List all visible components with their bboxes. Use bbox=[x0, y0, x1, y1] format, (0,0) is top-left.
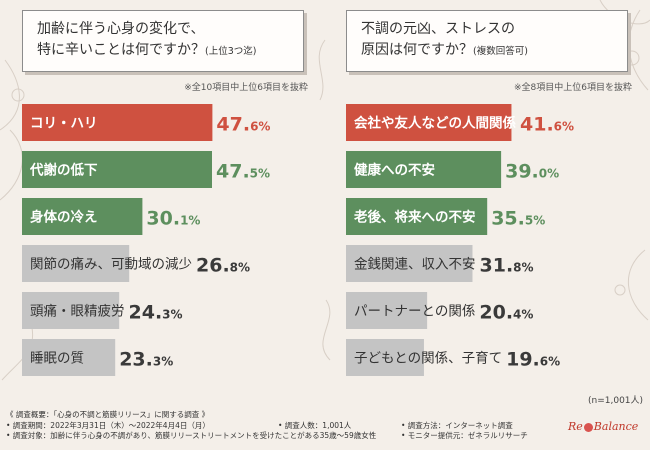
right-bar-2 bbox=[346, 151, 502, 188]
left-bar-1 bbox=[22, 104, 213, 141]
right-value-label-5: 20.4% bbox=[479, 302, 533, 324]
left-panel: 加齢に伴う心身の変化で、 特に辛いことは何ですか？(上位3つ迄) ※全10項目中… bbox=[22, 10, 322, 400]
right-value-label-4: 31.8% bbox=[480, 255, 534, 277]
right-bar-6 bbox=[346, 339, 424, 376]
right-question-box: 不調の元凶、ストレスの 原因は何ですか？(複数回答可) bbox=[346, 10, 628, 72]
left-bar-label-3: 身体の冷え bbox=[30, 209, 98, 226]
right-bar-label-3: 老後、将来への不安 bbox=[354, 209, 476, 226]
sample-size-note: (n=1,001人) bbox=[588, 396, 644, 406]
left-bar-chart: コリ・ハリ 47.6% 代謝の低下 47.5% 身体の冷え 30.1% 関節の痛み、可動域の… bbox=[22, 104, 270, 376]
footer-overview: 《 調査概要：「心身の不調と筋膜リリース」に関する調査 》 bbox=[6, 410, 210, 419]
right-bar-chart: 会社や友人などの人間関係 41.6% 健康への不安 39.0% 老後、将来への不安 35.… bbox=[346, 104, 574, 376]
right-value-label-1: 41.6% bbox=[520, 114, 574, 136]
left-bar-label-2: 代謝の低下 bbox=[29, 162, 98, 179]
left-value-label-6: 23.3% bbox=[119, 349, 173, 371]
left-bar-label-4: 関節の痛み、可動域の減少 bbox=[30, 256, 192, 273]
footer-respondents: • 調査人数：1,001人 bbox=[278, 420, 352, 430]
right-bar-label-4: 金銭関連、収入不安 bbox=[354, 257, 476, 273]
right-question-suffix: (複数回答可) bbox=[473, 46, 528, 57]
right-value-label-6: 19.6% bbox=[506, 349, 560, 371]
logo-flower-icon bbox=[583, 422, 593, 432]
left-bar-6 bbox=[22, 339, 116, 376]
right-bar-3 bbox=[346, 198, 488, 235]
right-bar-5 bbox=[346, 292, 428, 329]
left-bar-5 bbox=[22, 292, 120, 329]
left-bar-3 bbox=[22, 198, 143, 235]
left-question-line2: 特に辛いことは何ですか？(上位3つ迄) bbox=[37, 40, 293, 62]
footer-period: • 調査期間：2022年3月31日（木）～2022年4月4日（月） bbox=[6, 420, 210, 430]
left-note: ※全10項目中上位6項目を抜粋 bbox=[184, 83, 308, 93]
left-value-label-2: 47.5% bbox=[216, 161, 270, 183]
left-bar-4 bbox=[22, 245, 130, 282]
logo-text-pre: Re bbox=[568, 420, 583, 433]
left-bar-label-1: コリ・ハリ bbox=[30, 116, 98, 132]
footer-provider: • モニター提供元：ゼネラルリサーチ bbox=[401, 431, 528, 440]
left-question-box: 加齢に伴う心身の変化で、 特に辛いことは何ですか？(上位3つ迄) bbox=[22, 10, 304, 72]
left-value-label-3: 30.1% bbox=[146, 208, 200, 230]
right-note: ※全8項目中上位6項目を抜粋 bbox=[514, 83, 632, 93]
right-question-line1: 不調の元凶、ストレスの bbox=[361, 21, 515, 37]
right-bar-label-5: パートナーとの関係 bbox=[354, 304, 475, 320]
footer-method: • 調査方法：インターネット調査 bbox=[401, 420, 513, 430]
left-bar-label-5: 頭痛・眼精疲労 bbox=[30, 303, 125, 320]
right-bar-label-6: 子どもとの関係、子育て bbox=[354, 351, 502, 367]
right-question-line2: 原因は何ですか？(複数回答可) bbox=[361, 40, 617, 62]
right-bar-label-1: 会社や友人などの人間関係 bbox=[354, 115, 516, 132]
right-value-label-3: 35.5% bbox=[491, 208, 545, 230]
right-bar-4 bbox=[346, 245, 473, 282]
footer-target: • 調査対象：加齢に伴う心身の不調があり、筋膜リリーストリートメントを受けたこと… bbox=[6, 431, 377, 440]
brand-logo: Re Balance bbox=[568, 420, 638, 433]
left-chart: コリ・ハリ 47.6% 代謝の低下 47.5% 身体の冷え 30.1% 関節の痛み、可動域の… bbox=[22, 104, 322, 394]
left-bar-label-6: 睡眠の質 bbox=[30, 351, 84, 367]
logo-text-post: Balance bbox=[593, 420, 639, 433]
left-bar-2 bbox=[22, 151, 212, 188]
left-question-line1: 加齢に伴う心身の変化で、 bbox=[37, 21, 205, 37]
left-value-label-1: 47.6% bbox=[216, 114, 270, 136]
left-question-suffix: (上位3つ迄) bbox=[205, 46, 257, 57]
left-value-label-4: 26.8% bbox=[196, 255, 250, 277]
right-bar-1 bbox=[346, 104, 512, 141]
right-chart: 会社や友人などの人間関係 41.6% 健康への不安 39.0% 老後、将来への不安 35.… bbox=[346, 104, 646, 394]
left-value-label-5: 24.3% bbox=[129, 302, 183, 324]
right-question-main: 原因は何ですか？ bbox=[361, 42, 473, 58]
survey-footer: 《 調査概要：「心身の不調と筋膜リリース」に関する調査 》 • 調査期間：202… bbox=[6, 410, 646, 442]
right-panel: 不調の元凶、ストレスの 原因は何ですか？(複数回答可) ※全8項目中上位6項目を… bbox=[346, 10, 646, 400]
right-bar-label-2: 健康への不安 bbox=[354, 162, 435, 179]
left-question-main: 特に辛いことは何ですか？ bbox=[37, 42, 205, 58]
right-value-label-2: 39.0% bbox=[505, 161, 559, 183]
